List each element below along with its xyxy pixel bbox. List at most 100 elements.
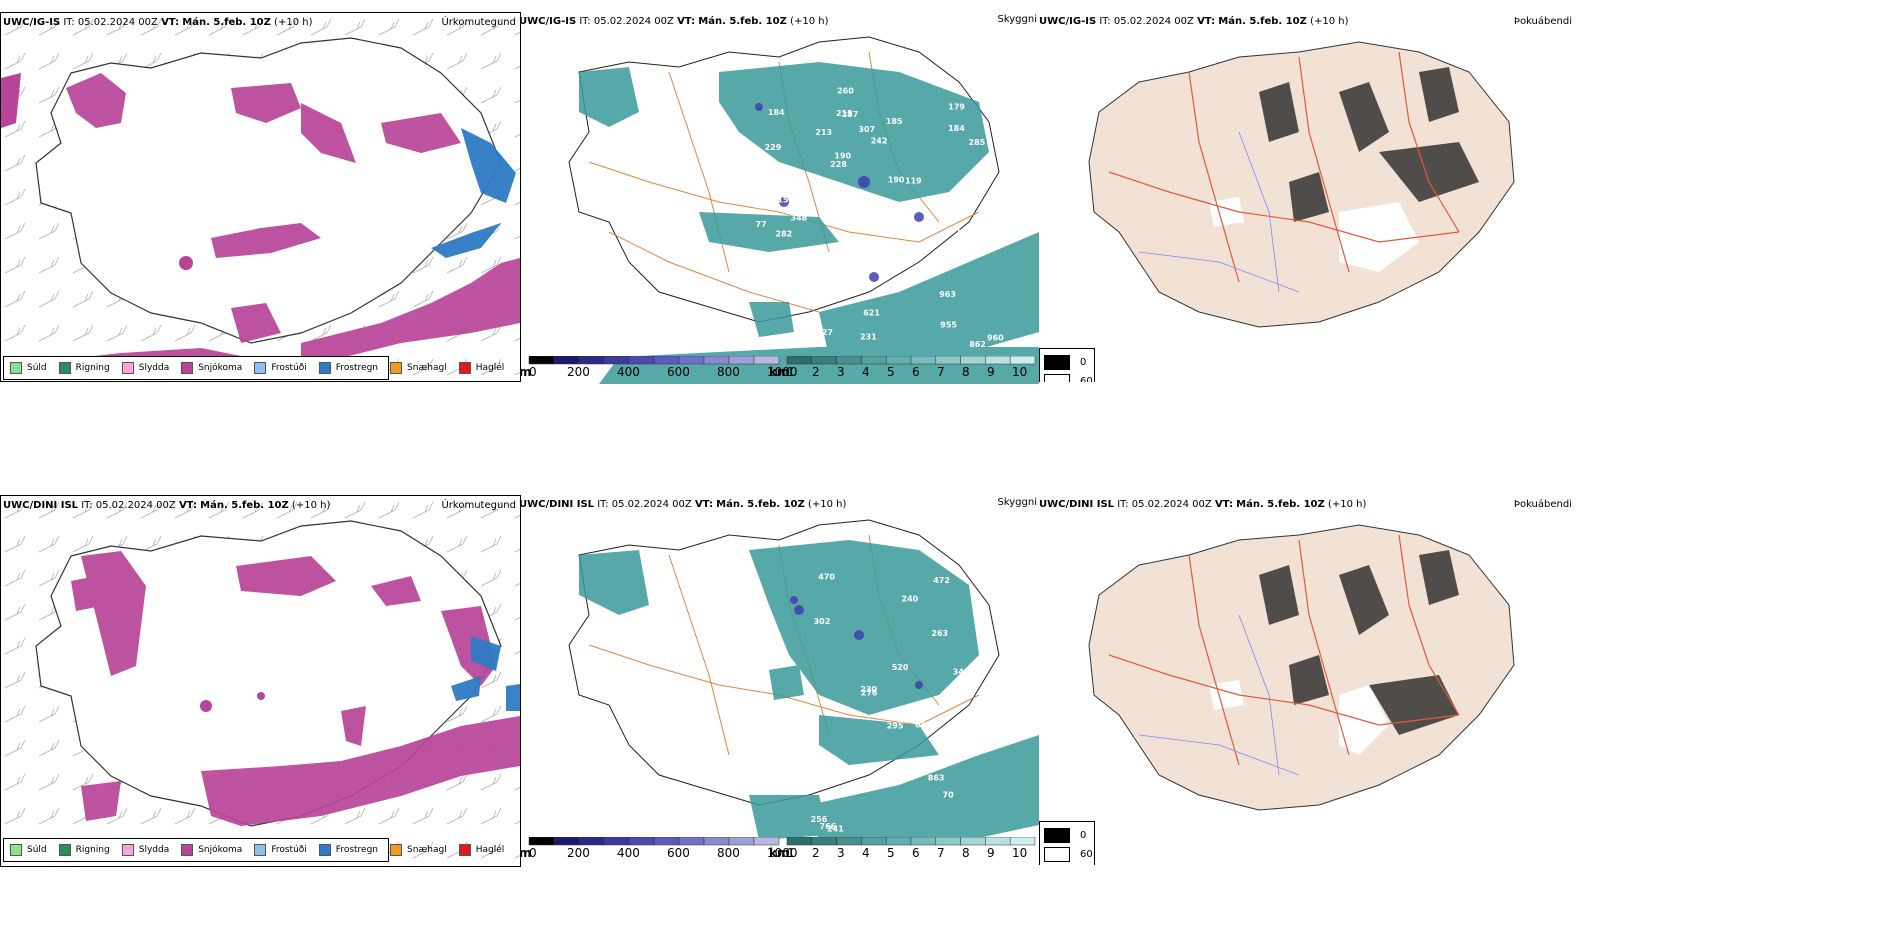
precip-legend-swatch — [121, 362, 134, 374]
colorbar-km-tick: 5 — [887, 365, 895, 379]
model-name: UWC/DINI ISL — [519, 499, 595, 510]
precip-map-bottom — [1, 496, 520, 866]
colorbar-svg — [528, 355, 1036, 365]
colorbar-m-tick: 200 — [567, 365, 590, 379]
fog-map-top — [1088, 41, 1515, 328]
precip-legend-label: Frostregn — [335, 845, 379, 855]
colorbar-m-segment — [753, 836, 780, 846]
fog-index-panel-top: UWC/IG-IS IT: 05.02.2024 00Z VT: Mán. 5.… — [1039, 12, 1574, 382]
cloud-base-label: 276 — [861, 689, 878, 698]
colorbar-km-segment — [960, 836, 986, 846]
colorbar-km-tick: 2 — [812, 365, 820, 379]
colorbar-m-segment — [553, 836, 580, 846]
precip-legend-swatch — [390, 362, 403, 374]
colorbar-km-tick: 8 — [962, 365, 970, 379]
cloud-base-label: 863 — [928, 773, 945, 782]
lead-time: (+10 h) — [274, 17, 313, 28]
lead-time: (+10 h) — [1327, 499, 1367, 510]
cloud-base-label: 295 — [887, 722, 904, 731]
precip-legend-item: Frostregn — [318, 844, 379, 856]
precip-legend-item: Haglél — [458, 844, 504, 856]
cloud-base-label: 119 — [905, 177, 922, 186]
colorbar-km-tick: 10 — [1012, 365, 1028, 379]
header-top-cloud: UWC/IG-IS IT: 05.02.2024 00Z VT: Mán. 5.… — [519, 16, 828, 27]
cloud-base-label: 845 — [781, 786, 798, 795]
lead-time: (+10 h) — [790, 16, 829, 27]
cloud-base-label: 807 — [815, 296, 832, 305]
colorbar-m-tick: 0 — [529, 365, 537, 379]
precip-legend-item: Slydda — [121, 362, 169, 374]
cloud-base-label: 215 — [836, 109, 853, 118]
colorbar-m-segment — [603, 836, 630, 846]
colorbar-km-segment — [910, 355, 937, 365]
cloud-base-label: 241 — [827, 824, 844, 833]
precip-legend-item: Súld — [10, 844, 47, 856]
vt-label: VT: — [1197, 16, 1216, 27]
cloud-base-label: 260 — [837, 86, 854, 95]
precip-legend-swatch — [458, 844, 471, 856]
lead-time: (+10 h) — [1310, 16, 1349, 27]
it-label: IT: — [579, 16, 591, 27]
colorbar-km-segment — [885, 836, 912, 846]
colorbar-km-segment — [1009, 355, 1036, 365]
colorbar-km-segment — [885, 355, 912, 365]
colorbar-m-segment — [753, 355, 780, 365]
cloud-map-top: 4912291792281852822153073152137734828724… — [568, 36, 1039, 384]
cloud-base-label: 862 — [969, 340, 986, 349]
precip-legend-label: Súld — [27, 363, 47, 373]
colorbar-m-tick: 0 — [529, 846, 537, 860]
colorbar-m-segment — [553, 355, 580, 365]
precip-map-top — [1, 13, 520, 381]
cloud-map-bottom: 345 619 276 528 230 302 470 240 295 263 520 472 503 7… — [568, 519, 1039, 845]
cloud-base-label: 963 — [939, 290, 956, 299]
precip-legend-swatch — [254, 844, 267, 856]
colorbar-m-tick: 600 — [667, 846, 690, 860]
cloud-base-label: 520 — [892, 663, 909, 672]
colorbar-km-segment — [985, 836, 1011, 846]
lead-time: (+10 h) — [291, 500, 331, 511]
cloud-base-label: 179 — [948, 102, 965, 111]
colorbar-km-tick: 5 — [887, 846, 895, 860]
precip-legend-swatch — [458, 362, 471, 374]
colorbar-m-segment — [678, 355, 705, 365]
precip-panel-title: Úrkomutegund — [441, 500, 516, 511]
colorbar-km-tick: 4 — [862, 846, 870, 860]
colorbar-m-segment — [628, 355, 655, 365]
vt-value: Mán. 5.feb. 10Z — [182, 17, 271, 28]
fog-legend-min: 0 — [1080, 357, 1087, 368]
precip-legend-swatch — [58, 362, 71, 374]
precip-legend-item: Súld — [10, 362, 47, 374]
colorbar-m-tick: 600 — [667, 365, 690, 379]
colorbar-km-tick: 4 — [862, 365, 870, 379]
precip-legend-label: Snæhagl — [407, 363, 447, 373]
cloud-base-label: 230 — [860, 685, 877, 694]
cloud-base-label: 228 — [830, 160, 847, 169]
precip-panel-title: Úrkomutegund — [441, 17, 516, 28]
model-name: UWC/DINI ISL — [1039, 499, 1115, 510]
colorbar-km-segment — [861, 836, 887, 846]
vt-value: Mán. 5.feb. 10Z — [716, 499, 805, 510]
cloud-base-label: 348 — [791, 214, 808, 223]
precip-legend-label: Snjókoma — [198, 363, 243, 373]
precip-legend-swatch — [58, 844, 71, 856]
cloud-base-label: 263 — [931, 629, 948, 638]
cloud-ceiling-panel-top: 491 229 179 228 185 282 215 307 315 213 77 348 287 24… — [519, 12, 1039, 384]
it-label: IT: — [63, 17, 75, 28]
cloud-panel-title: Skyggni — [997, 14, 1037, 25]
vt-label: VT: — [677, 16, 696, 27]
cloud-base-label: 470 — [818, 572, 835, 581]
iceland-outline-top — [35, 37, 502, 344]
it-value: 05.02.2024 00Z — [611, 499, 692, 510]
colorbar-m-segment — [728, 836, 755, 846]
colorbar-km-segment — [910, 836, 937, 846]
vt-label: VT: — [694, 499, 713, 510]
colorbar-m-tick: 800 — [717, 846, 740, 860]
cloud-base-label: 960 — [987, 334, 1004, 343]
cloud-base-label: 927 — [816, 328, 833, 337]
vt-label: VT: — [161, 17, 180, 28]
precip-legend-swatch — [390, 844, 403, 856]
colorbar-km-tick: 1 — [787, 365, 795, 379]
fog-legend-top: 0 60 — [1039, 348, 1095, 382]
fog-swatch-white — [1044, 847, 1070, 862]
fog-index-panel-bottom: UWC/DINI ISL IT: 05.02.2024 00Z VT: Mán.… — [1039, 495, 1574, 865]
